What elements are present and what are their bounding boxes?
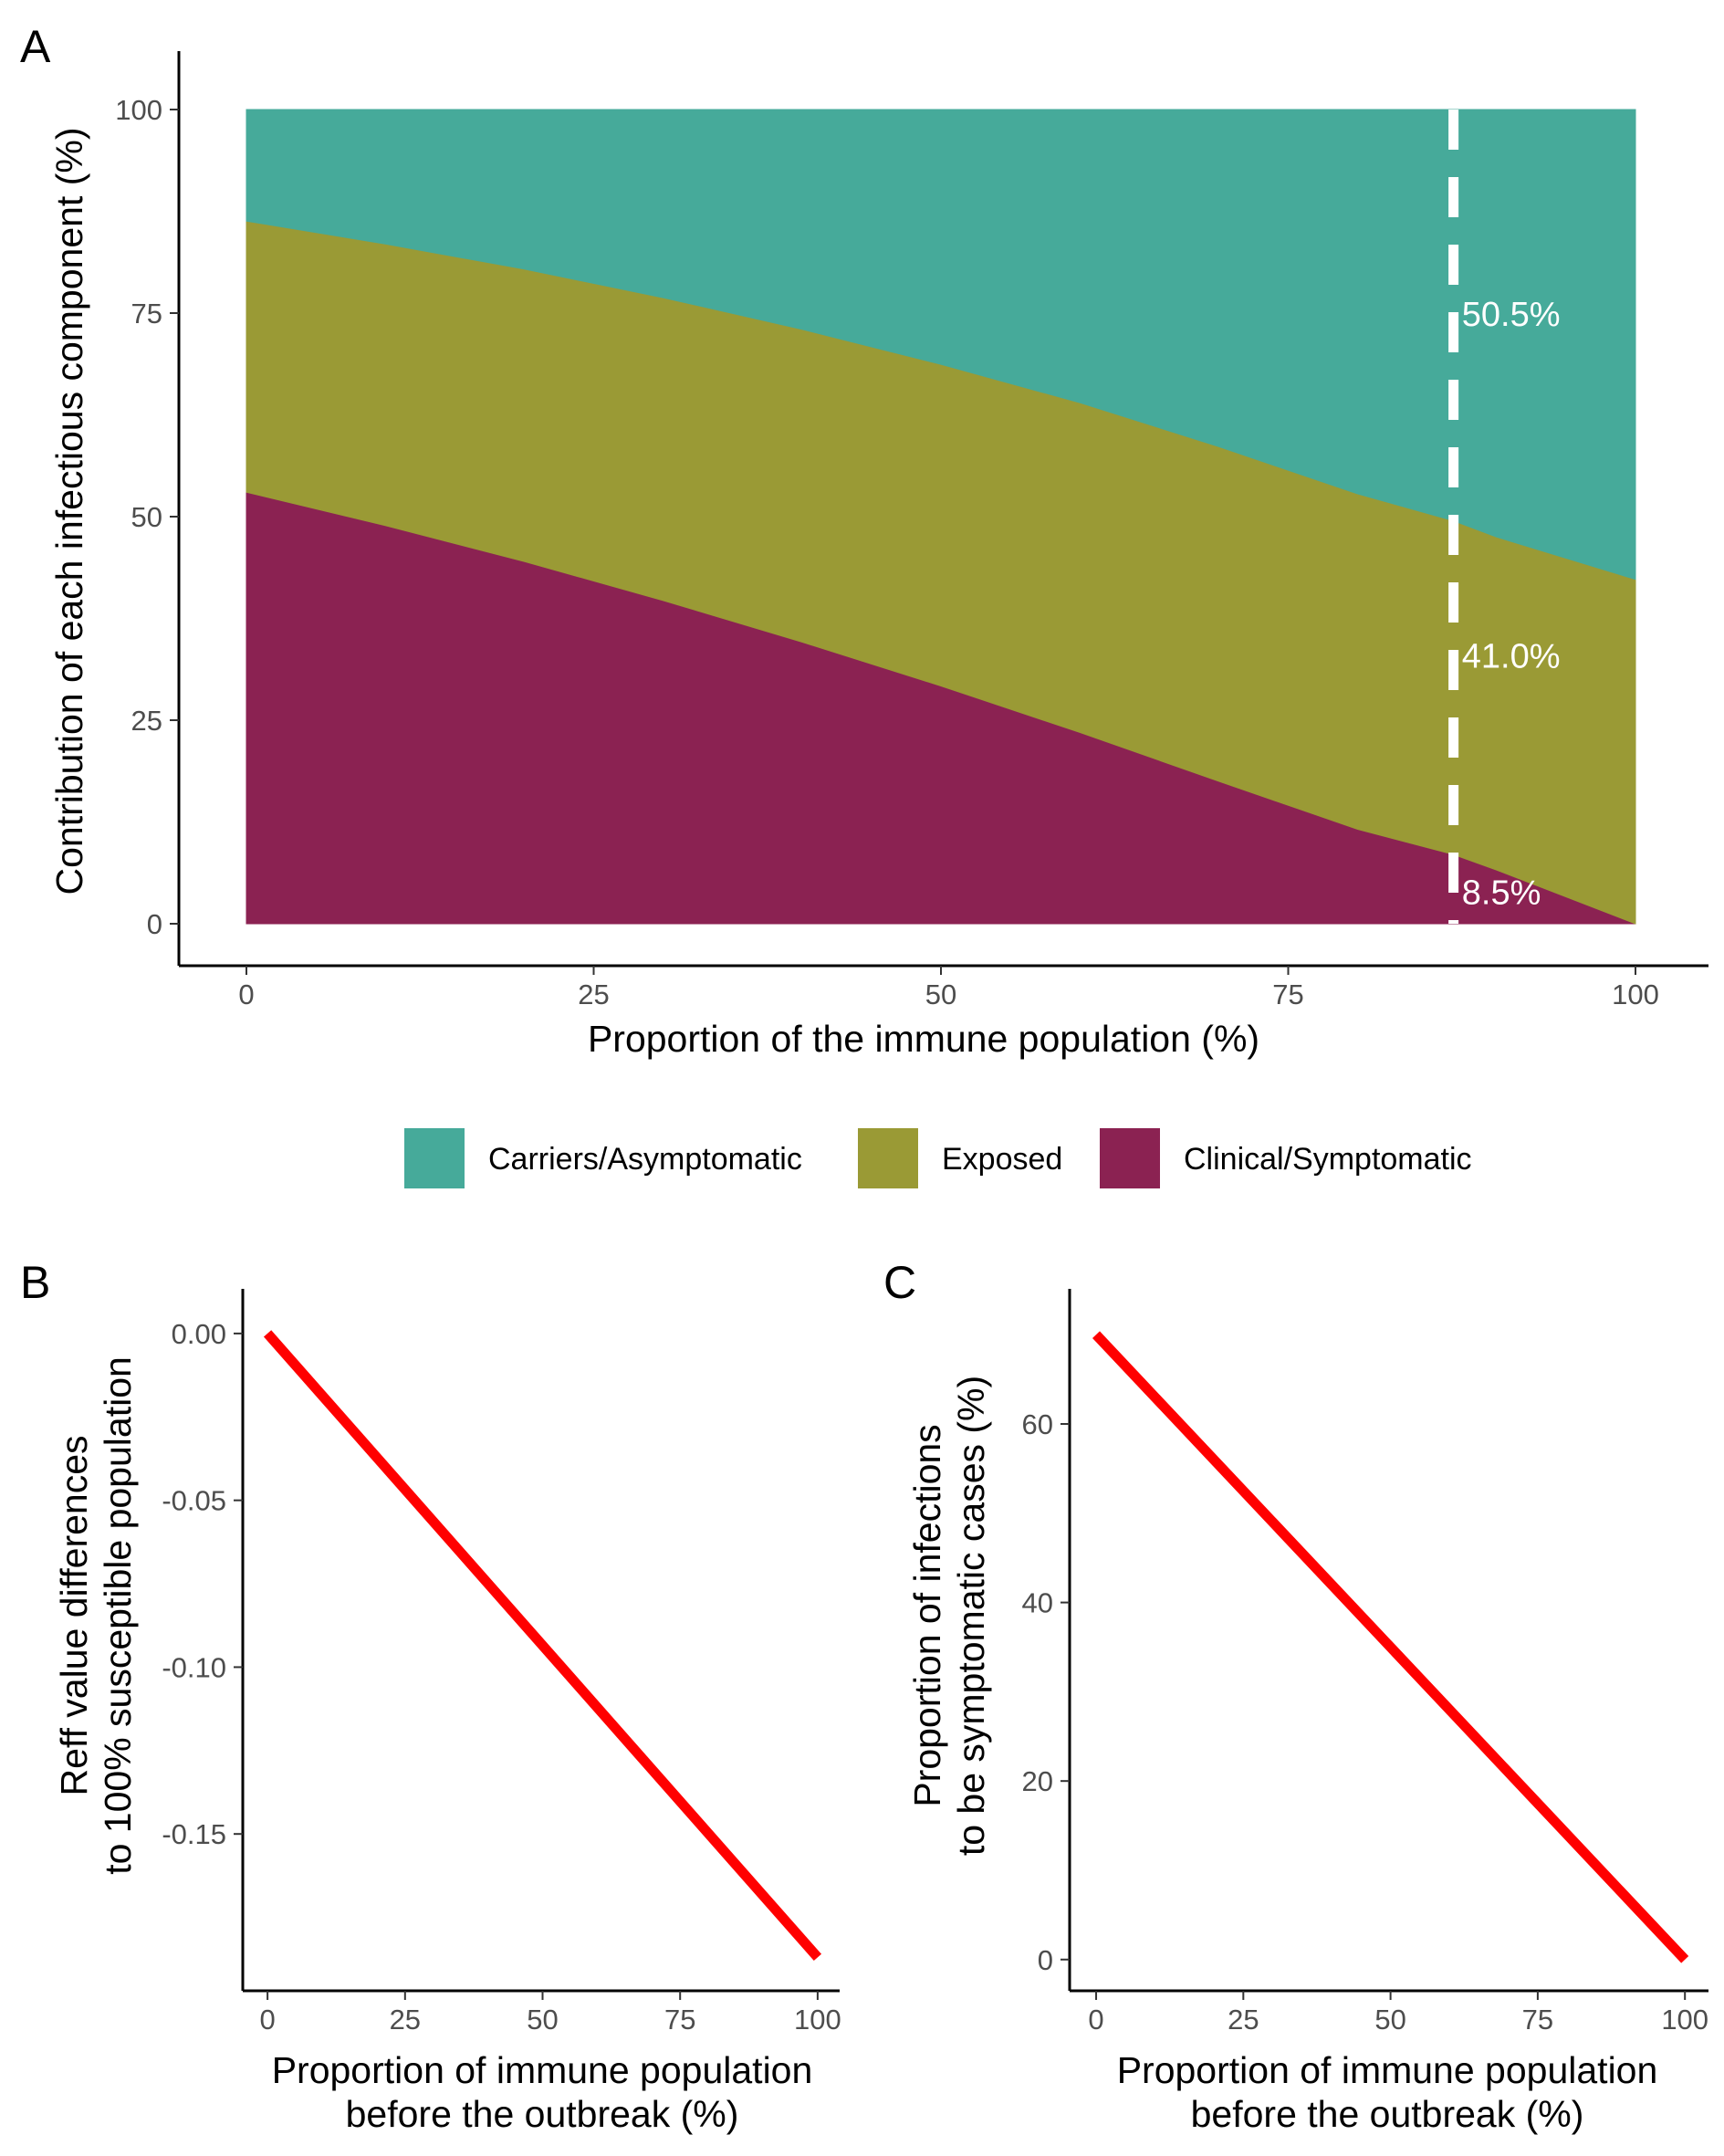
panel-c-x-tick-label: 100	[1661, 2004, 1708, 2036]
x-axis-title-b-line1: Proportion of immune population	[272, 2049, 813, 2091]
panel-b-x-tick-label: 100	[794, 2004, 841, 2036]
y-axis-title-b-line2: to 100% susceptible population	[97, 1356, 139, 1875]
axes-b: 0 25 50 75 100 0.00 -0.05 -0.10 -0.15	[162, 1289, 841, 2036]
panel-b-x-tick-label: 75	[664, 2004, 695, 2036]
stacked-area-layers	[246, 109, 1636, 925]
annotation-label: 50.5%	[1462, 296, 1561, 334]
panel-label-c: C	[883, 1257, 916, 1308]
panel-b-series-line	[263, 1330, 822, 1962]
area-layer-carriers-asymptomatic	[246, 109, 1636, 581]
panel-a-x-tick-label: 25	[578, 979, 609, 1010]
panel-label-b: B	[20, 1257, 50, 1308]
panel-label-a: A	[20, 21, 51, 72]
legend: Carriers/Asymptomatic Exposed Clinical/Sym…	[404, 1128, 1472, 1188]
y-axis-title-b-line1: Reff value differences	[53, 1435, 95, 1795]
y-axis-title-c-line1: Proportion of infections	[906, 1424, 948, 1806]
panel-c-x-tick-label: 25	[1228, 2004, 1259, 2036]
panel-a-y-tick-label: 75	[131, 298, 162, 330]
panel-c-x-tick-label: 75	[1522, 2004, 1553, 2036]
panel-b-x-tick-label: 25	[390, 2004, 421, 2036]
panel-c-y-tick-label: 20	[1022, 1765, 1053, 1797]
panel-a-x-tick-label: 75	[1272, 979, 1303, 1010]
panel-c-y-tick-label: 0	[1038, 1944, 1053, 1976]
x-axis-title-c-line1: Proportion of immune population	[1117, 2049, 1658, 2091]
panel-a-x-tick-label: 100	[1612, 979, 1659, 1010]
legend-label: Exposed	[942, 1142, 1062, 1177]
series-line-c	[1092, 1331, 1689, 1963]
series-line-b	[263, 1330, 822, 1962]
panel-c-y-tick-label: 40	[1022, 1587, 1053, 1619]
x-axis-title-a: Proportion of the immune population (%)	[588, 1018, 1259, 1060]
x-axis-title-c-line2: before the outbreak (%)	[1191, 2093, 1584, 2135]
legend-swatch	[1100, 1128, 1160, 1188]
panel-a-y-tick-label: 100	[115, 94, 162, 126]
annotations: 50.5% 41.0% 8.5%	[1462, 296, 1561, 912]
panel-c-series-line	[1092, 1331, 1689, 1963]
panel-b-y-tick-label: 0.00	[172, 1318, 226, 1350]
panel-b-y-tick-label: -0.10	[162, 1651, 226, 1683]
annotation-label: 41.0%	[1462, 638, 1561, 676]
panel-c: C 0 25 50 75 100 0 20 40 60 Proportion of immune…	[883, 1257, 1708, 2135]
legend-label: Clinical/Symptomatic	[1184, 1142, 1472, 1177]
y-axis-title-a: Contribution of each infectious componen…	[48, 128, 90, 895]
y-axis-title-c-line2: to be symptomatic cases (%)	[950, 1376, 992, 1856]
panel-a-y-tick-label: 50	[131, 501, 162, 533]
panel-b-x-tick-label: 50	[527, 2004, 558, 2036]
panel-b-x-tick-label: 0	[259, 2004, 275, 2036]
panel-c-x-tick-label: 0	[1088, 2004, 1103, 2036]
panel-c-x-tick-label: 50	[1374, 2004, 1405, 2036]
panel-a: A 50.5% 41.0% 8.5% 0 25 50 75 100 0 25 50 75 100 Pr…	[20, 21, 1708, 1060]
panel-b-y-tick-label: -0.15	[162, 1818, 226, 1850]
panel-b: B 0 25 50 75 100 0.00 -0.05 -0.10 -0.15 Proporti…	[20, 1257, 841, 2135]
panel-a-y-tick-label: 0	[147, 908, 162, 940]
panel-a-x-tick-label: 50	[925, 979, 956, 1010]
x-axis-title-b-line2: before the outbreak (%)	[346, 2093, 739, 2135]
legend-swatch	[404, 1128, 465, 1188]
axes-c: 0 25 50 75 100 0 20 40 60	[1022, 1289, 1708, 2036]
panel-c-y-tick-label: 60	[1022, 1408, 1053, 1440]
legend-swatch	[858, 1128, 918, 1188]
panel-a-x-tick-label: 0	[238, 979, 254, 1010]
axes-a: 0 25 50 75 100 0 25 50 75 100	[115, 51, 1708, 1010]
panel-b-y-tick-label: -0.05	[162, 1485, 226, 1517]
panel-a-y-tick-label: 25	[131, 705, 162, 737]
annotation-label: 8.5%	[1462, 874, 1541, 912]
legend-label: Carriers/Asymptomatic	[488, 1142, 802, 1177]
